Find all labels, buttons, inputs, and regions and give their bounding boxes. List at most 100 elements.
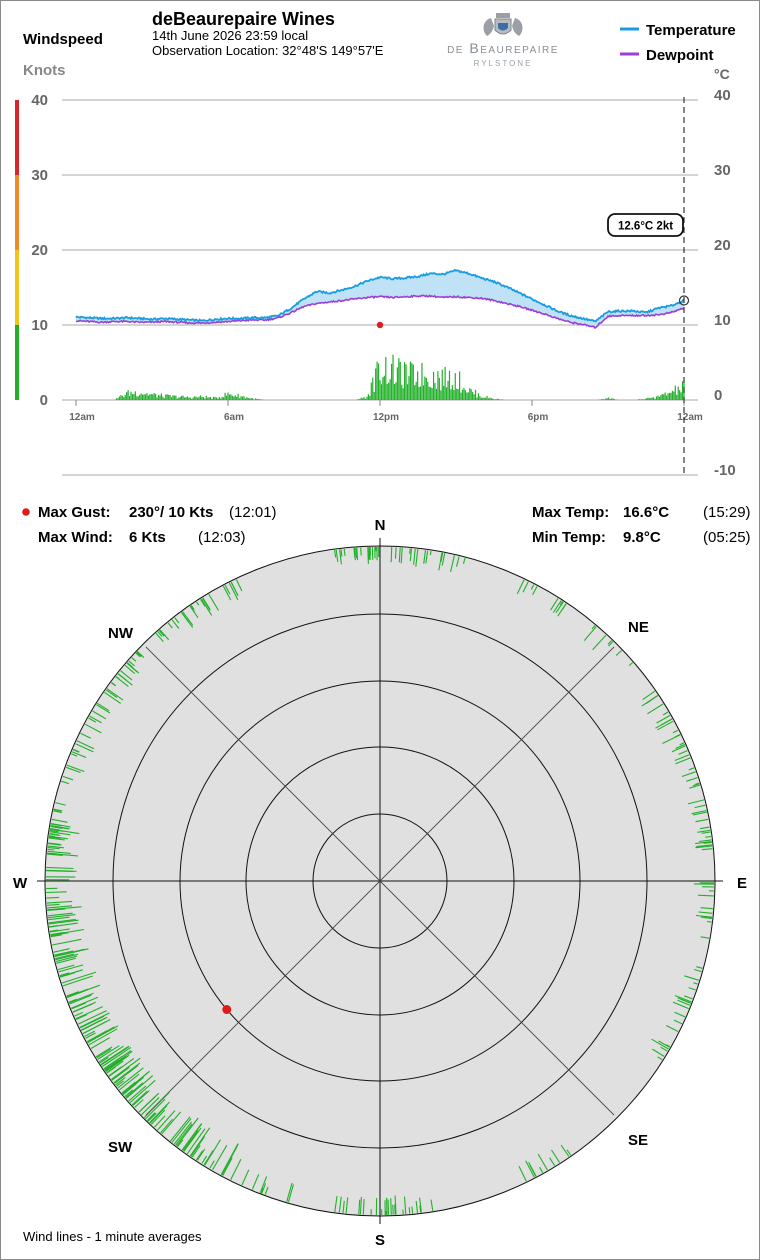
compass-wind-line-223 [693,968,702,973]
compass-wind-line-124 [403,1196,407,1215]
right-tick-label-30: 30 [714,162,731,179]
compass-wind-line-366 [88,1028,118,1046]
compass-wind-line-57 [98,1045,124,1063]
compass-wind-line-142 [259,1176,268,1193]
compass-wind-line-292 [221,1146,238,1176]
compass-wind-line-419 [50,828,80,835]
compass-wind-line-167 [362,1198,365,1215]
compass-wind-line-291 [50,825,63,830]
compass-wind-line-382 [62,775,74,781]
compass-wind-line-367 [339,549,342,565]
compass-wind-line-338 [111,1066,130,1081]
compass-wind-line-94 [628,662,634,667]
compass-wind-line-157 [46,870,73,873]
right-axis: -10 0 10 20 30 40 [714,87,736,479]
compass-wind-line-114 [592,634,607,651]
compass-wind-line-251 [108,1066,122,1077]
compass-wind-line-275 [58,964,84,973]
compass-wind-line-268 [230,581,239,596]
compass-wind-line-42 [175,1123,193,1146]
compass-wind-line-168 [338,1196,342,1213]
compass-wind-line-110 [50,934,62,938]
compass-wind-line-373 [419,1197,422,1213]
compass-wind-line-61 [701,831,711,834]
compass-wind-line-259 [75,1014,88,1021]
compass-wind-line-245 [132,1090,150,1107]
compass-wind-line-299 [47,905,73,909]
crest-icon [483,13,523,36]
compass-wind-line-379 [87,1025,119,1044]
compass-wind-line-402 [134,1099,144,1108]
compass-wind-line-146 [71,751,87,759]
compass-wind-line-389 [141,1096,160,1116]
compass-wind-line-290 [119,1073,140,1091]
compass-wind-line-387 [355,547,358,559]
compass-wind-line-170 [53,808,63,812]
x-tick-label-0: 12am [69,412,95,423]
compass-wind-line-267 [335,549,339,562]
compass-wind-line-155 [345,1197,349,1214]
compass-wind-line-162 [85,1032,96,1039]
compass-wind-line-386 [522,581,529,593]
compass-wind-line-376 [408,1207,411,1214]
x-axis: 12am 6am 12pm 6pm 12am [69,400,703,423]
compass-wind-line-138 [157,1110,176,1131]
compass-wind-line-80 [47,846,60,850]
compass-wind-line-35 [697,894,714,897]
compass-wind-line-76 [703,916,712,919]
compass-label-se: SE [628,1132,648,1149]
compass-wind-line-321 [340,549,343,557]
compass-wind-line-293 [157,631,163,637]
compass-wind-line-286 [455,556,460,567]
compass-wind-line-333 [48,843,62,846]
compass-wind-line-331 [566,1149,572,1156]
compass-wind-line-391 [678,750,688,755]
compass-wind-line-218 [671,745,686,753]
max-wind-label: Max Wind: [38,529,113,546]
compass-wind-line-10 [70,753,78,757]
compass-wind-line-81 [706,920,712,923]
compass-wind-line-104 [696,844,713,848]
current-temperature-marker[interactable] [678,295,690,306]
gust-dot-icon [22,508,30,516]
legend-dewpoint-label: Dewpoint [646,47,714,64]
compass-wind-line-253 [101,1046,132,1067]
compass-label-s: S [375,1232,385,1249]
compass-wind-line-181 [334,1196,338,1212]
compass-wind-line-298 [703,841,712,844]
compass-wind-line-302 [88,717,97,723]
compass-wind-line-336 [415,549,419,567]
compass-wind-line-266 [409,548,413,562]
compass-wind-line-235 [251,1174,260,1190]
compass-wind-line-129 [652,1048,665,1057]
min-temp-time: (05:25) [703,529,751,546]
compass-wind-line-220 [200,598,213,616]
max-temp-value: 16.6°C [623,504,669,521]
compass-wind-line-349 [186,1128,206,1155]
compass-wind-line-140 [674,995,692,1003]
compass-wind-line-238 [50,823,71,828]
compass-wind-line-147 [92,710,107,720]
compass-wind-line-280 [695,914,713,918]
x-tick-label-4: 12am [677,412,703,423]
compass-wind-line-59 [398,547,401,563]
compass-wind-line-250 [54,948,89,958]
compass-wind-line-91 [143,1091,170,1118]
windspeed-series [114,354,685,400]
compass-wind-line-395 [96,704,111,714]
compass-wind-line-118 [419,1205,422,1213]
compass-wind-line-165 [550,598,559,611]
compass-wind-line-154 [90,1037,110,1049]
compass-wind-line-115 [47,906,82,911]
compass-wind-line-199 [688,987,696,991]
compass-wind-line-1 [672,729,679,734]
compass-wind-line-315 [47,908,66,912]
compass-wind-line-18 [400,547,403,564]
compass-gust-marker [222,1005,232,1015]
compass-wind-line-51 [390,1198,392,1215]
compass-wind-line-11 [129,1079,156,1104]
wind-direction-compass [37,538,723,1224]
compass-wind-line-99 [66,764,85,773]
max-wind-value: 6 Kts [129,529,166,546]
compass-wind-line-145 [360,547,362,556]
